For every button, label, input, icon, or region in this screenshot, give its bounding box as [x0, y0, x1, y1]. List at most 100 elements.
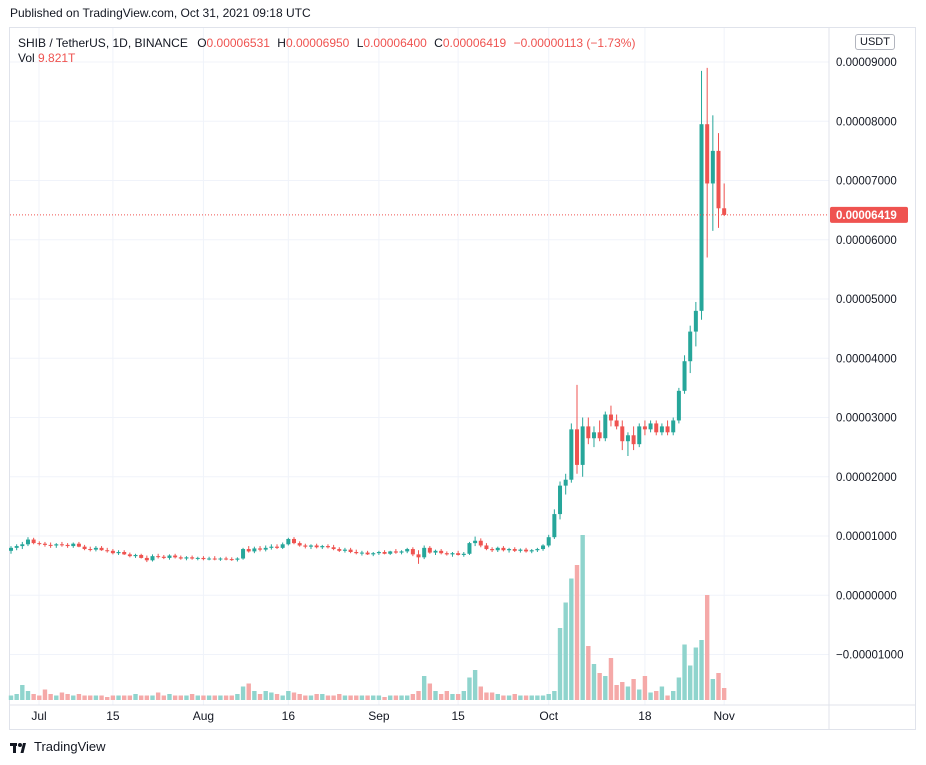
y-tick-label: 0.00005000: [836, 294, 897, 306]
candle-body: [631, 435, 636, 445]
volume-bar: [71, 695, 76, 700]
x-tick-label: Nov: [713, 709, 734, 723]
candle-body: [382, 551, 387, 554]
candle-body: [444, 553, 449, 555]
volume-bar: [263, 691, 268, 700]
volume-bar: [223, 695, 229, 700]
volume-bar: [478, 686, 483, 700]
last-price-line: 0.00006419: [10, 206, 908, 223]
volume-bar: [195, 695, 200, 700]
volume-bar: [433, 691, 438, 700]
volume-bar: [122, 695, 127, 700]
volume-bar: [246, 683, 251, 700]
candle-body: [297, 543, 302, 546]
candle-body: [348, 549, 353, 552]
volume-bar: [116, 695, 121, 700]
volume-bar: [676, 677, 682, 700]
volume-bar: [631, 679, 636, 700]
volume-bar: [314, 694, 319, 700]
volume-bar: [178, 695, 183, 700]
candle-body: [586, 426, 591, 439]
candle-body: [467, 543, 472, 554]
volume-bar: [682, 644, 687, 700]
volume-value: 9.821T: [38, 51, 76, 65]
candle-body: [676, 390, 681, 421]
candle-body: [99, 547, 104, 551]
volume-bar: [76, 694, 82, 700]
volume-bar: [240, 686, 246, 700]
volume-bar: [546, 694, 551, 700]
volume-bars: [8, 535, 727, 700]
currency-button[interactable]: USDT: [855, 34, 895, 50]
high-value: 0.00006950: [285, 36, 350, 50]
volume-bar: [229, 695, 234, 700]
candle-body: [722, 208, 727, 215]
candle-body: [156, 556, 161, 558]
volume-bar: [450, 694, 455, 700]
volume-bar: [42, 689, 48, 700]
candle-body: [42, 543, 47, 545]
volume-bar: [438, 694, 444, 700]
x-tick-label: 15: [451, 709, 465, 723]
volume-bar: [580, 535, 585, 700]
y-tick-label: 0.00000000: [836, 590, 897, 602]
candle-body: [710, 150, 715, 184]
volume-bar: [416, 691, 421, 700]
candle-body: [495, 547, 500, 551]
candle-body: [139, 554, 144, 558]
candle-body: [456, 553, 461, 555]
volume-bar: [354, 695, 359, 700]
footer-brand-name: TradingView: [34, 739, 106, 754]
volume-bar: [105, 697, 110, 700]
candle-body: [705, 124, 710, 184]
volume-bar: [597, 673, 602, 700]
y-tick-label: 0.00001000: [836, 531, 897, 543]
candle-body: [280, 544, 285, 548]
volume-bar: [608, 658, 614, 700]
candle-body: [133, 554, 138, 557]
candle-body: [376, 551, 381, 554]
candle-body: [116, 551, 121, 554]
candle-body: [393, 551, 398, 553]
volume-bar: [603, 676, 608, 700]
candle-body: [682, 361, 687, 391]
volume-bar: [133, 694, 138, 700]
last-price-badge: [830, 206, 908, 223]
candle-body: [88, 549, 93, 551]
candle-body: [608, 414, 613, 421]
candle-body: [184, 557, 189, 559]
x-tick-label: 18: [638, 709, 652, 723]
volume-bar: [591, 664, 597, 700]
candle-body: [439, 550, 444, 554]
volume-bar: [99, 695, 104, 700]
y-tick-label: 0.00009000: [836, 57, 897, 69]
volume-bar: [399, 695, 404, 700]
volume-bar: [484, 692, 489, 700]
volume-bar: [710, 679, 716, 700]
volume-bar: [274, 694, 280, 700]
price-candles: [9, 67, 727, 564]
candle-body: [252, 548, 257, 552]
volume-bar: [614, 685, 619, 700]
volume-bar: [506, 695, 512, 700]
candle-body: [144, 557, 149, 561]
volume-bar: [337, 694, 342, 700]
candle-body: [405, 549, 410, 552]
x-axis: Jul 15 Aug 16 Sep 15 Oct 18 Nov: [10, 704, 916, 723]
volume-bar: [291, 692, 297, 700]
volume-bar: [37, 695, 42, 700]
volume-bar: [489, 692, 495, 700]
candle-body: [161, 556, 166, 558]
candle-body: [461, 553, 466, 555]
y-tick-label: 0.00004000: [836, 353, 897, 365]
candle-body: [229, 559, 234, 561]
candle-body: [37, 543, 42, 545]
candle-body: [512, 549, 517, 551]
y-axis: 0.00009000 0.00008000 0.00007000 0.00006000…: [828, 28, 903, 729]
volume-bar: [212, 695, 217, 700]
volume-bar: [280, 695, 285, 700]
volume-bar: [189, 694, 195, 700]
volume-bar: [206, 695, 212, 700]
close-value: 0.00006419: [442, 36, 507, 50]
